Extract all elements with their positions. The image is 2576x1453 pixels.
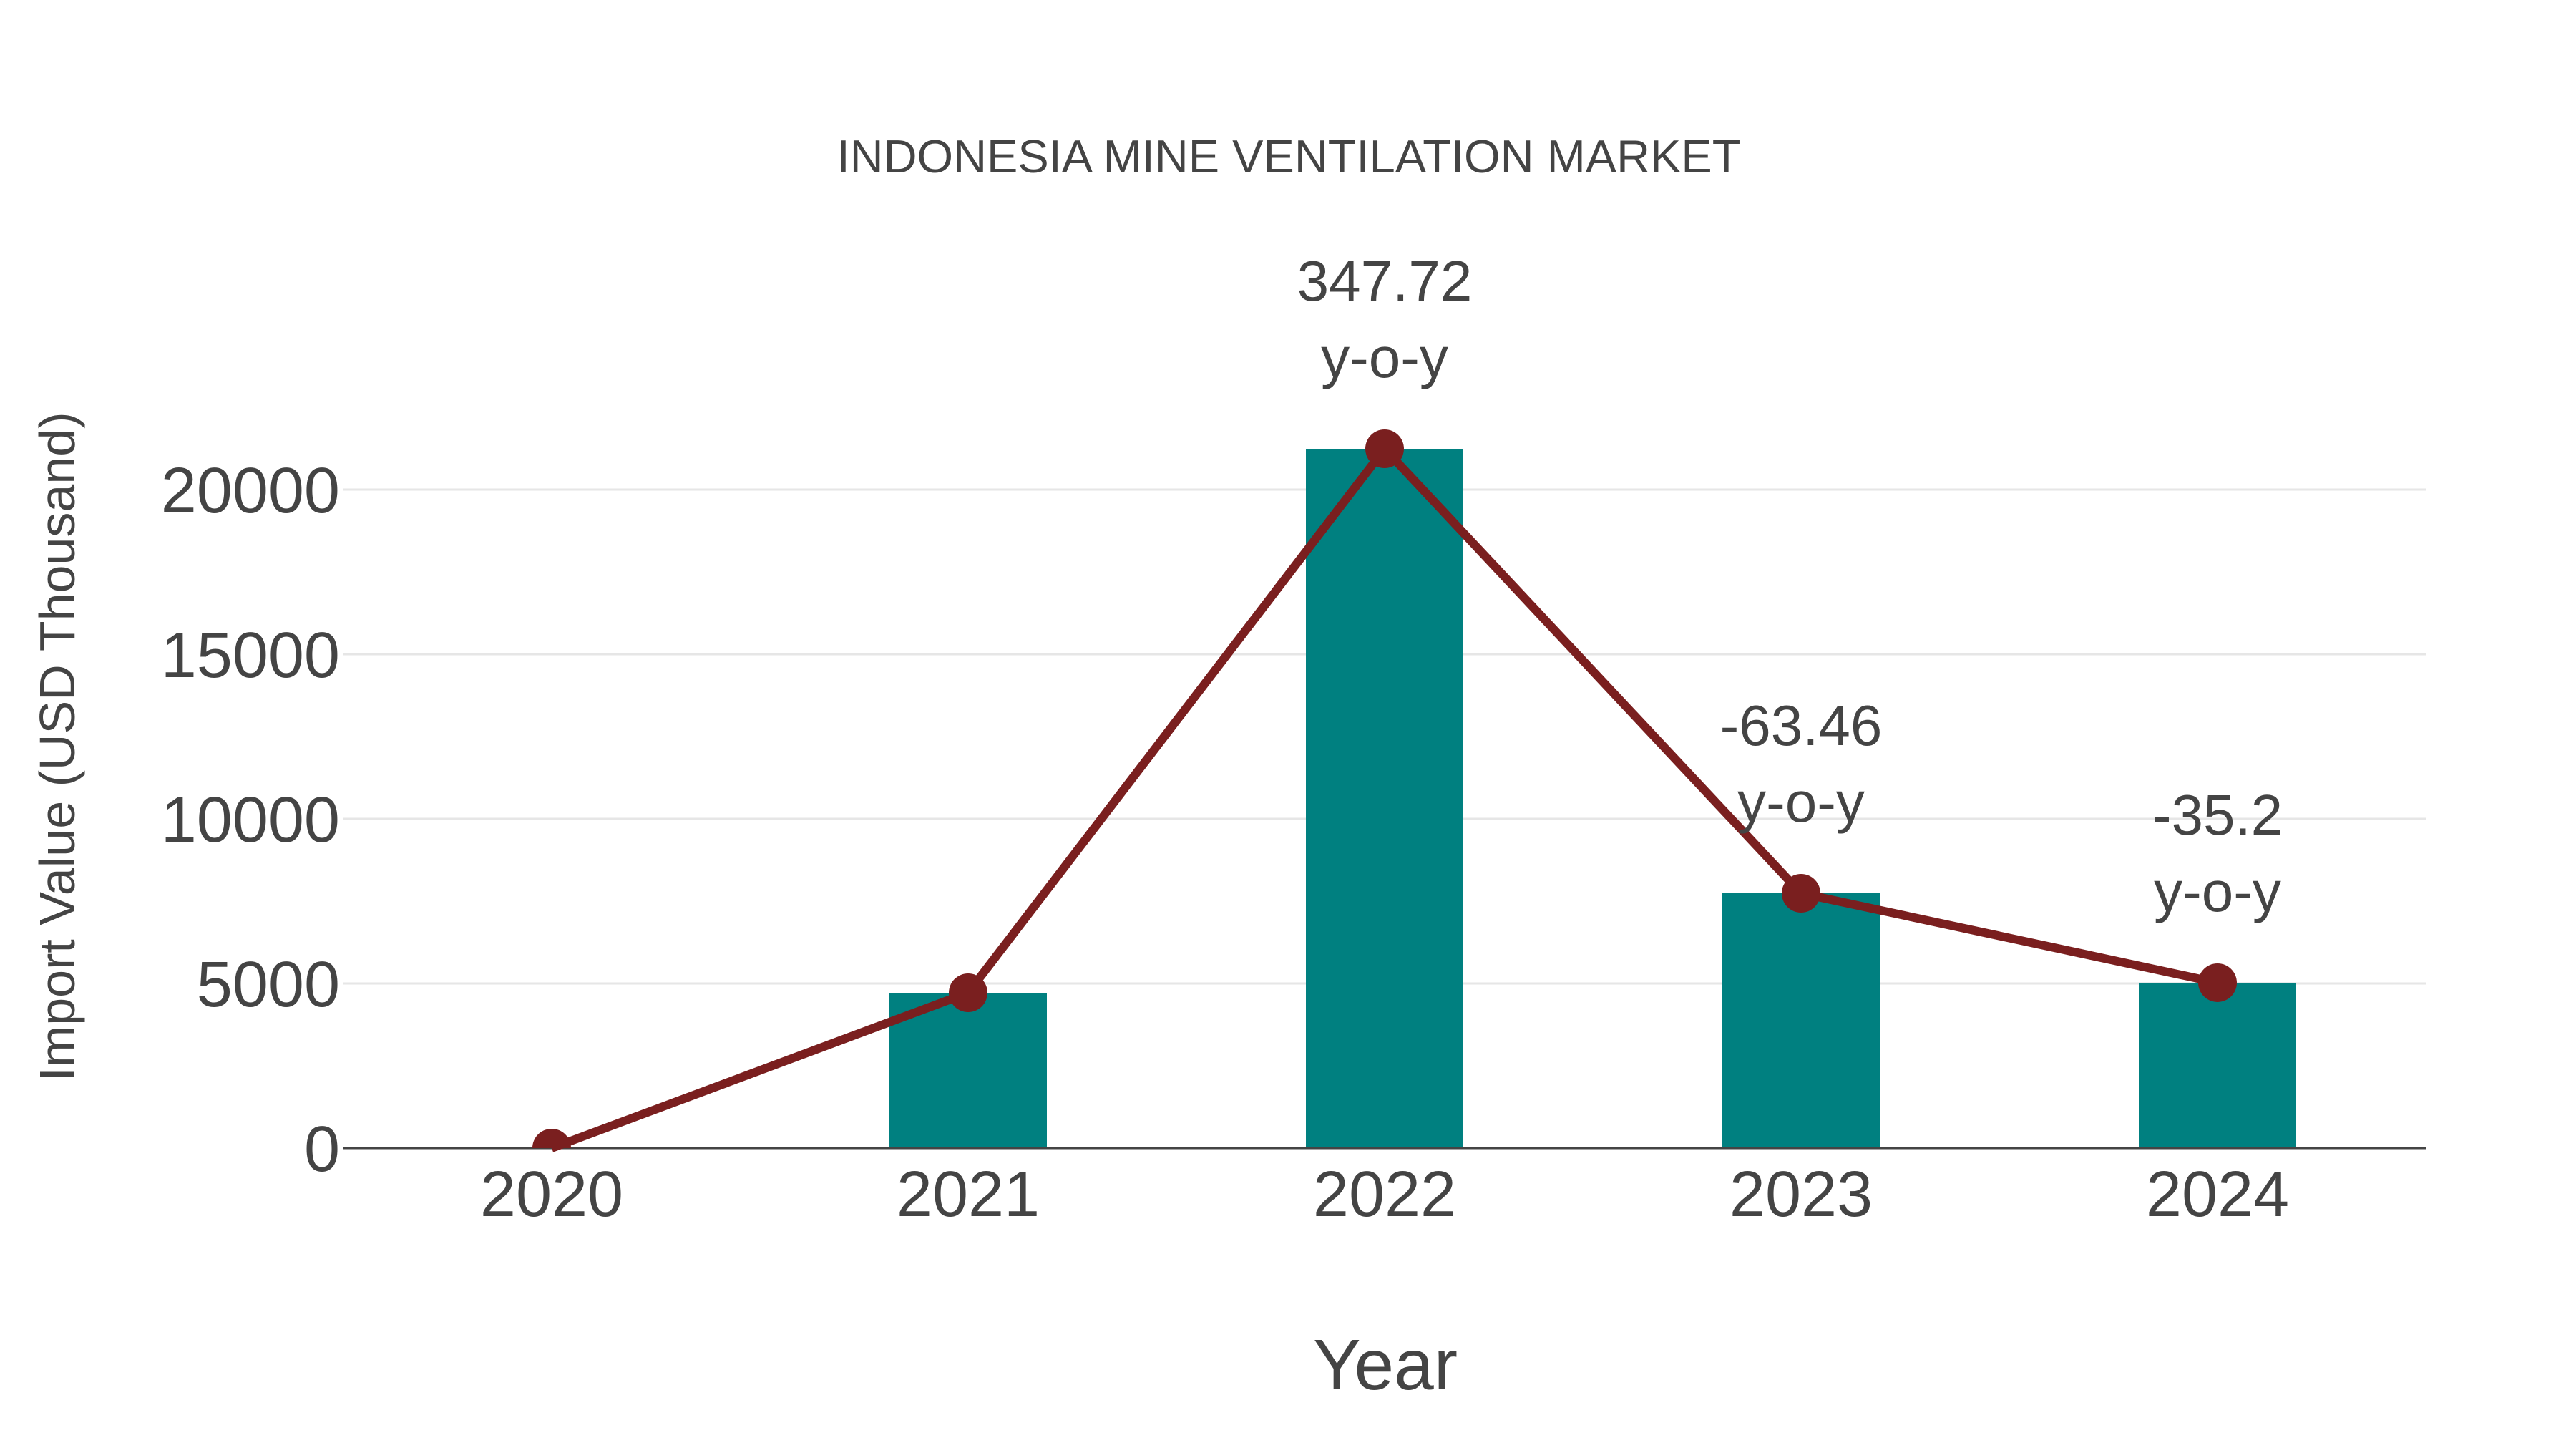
y-tick-label: 20000 bbox=[161, 455, 340, 527]
bar-2022 bbox=[1306, 449, 1463, 1148]
marker-2020 bbox=[532, 1129, 571, 1148]
x-tick-label: 2024 bbox=[2146, 1159, 2289, 1230]
annotation-value: -63.46 bbox=[1720, 694, 1883, 757]
y-axis-title: Import Value (USD Thousand) bbox=[29, 412, 85, 1081]
annotation-2023: -63.46 y-o-y bbox=[1720, 694, 1883, 834]
y-axis-tick-labels: 0 5000 10000 15000 20000 bbox=[161, 455, 340, 1185]
line-series bbox=[532, 429, 2237, 1152]
annotation-2024: -35.2 y-o-y bbox=[2152, 783, 2283, 923]
bar-2023 bbox=[1722, 893, 1880, 1148]
annotation-value: -35.2 bbox=[2152, 783, 2283, 847]
yoy-annotations: 347.72 y-o-y -63.46 y-o-y -35.2 y-o-y bbox=[1297, 249, 2283, 923]
annotation-label: y-o-y bbox=[1321, 326, 1448, 389]
y-tick-label: 15000 bbox=[161, 620, 340, 691]
annotation-label: y-o-y bbox=[1737, 770, 1865, 834]
annotation-label: y-o-y bbox=[2154, 860, 2281, 923]
bar-2021 bbox=[889, 993, 1047, 1148]
x-tick-label: 2022 bbox=[1313, 1159, 1456, 1230]
y-tick-label: 0 bbox=[304, 1114, 340, 1185]
marker-2024 bbox=[2198, 963, 2237, 1002]
chart-title: INDONESIA MINE VENTILATION MARKET bbox=[837, 130, 1741, 183]
x-tick-label: 2021 bbox=[897, 1159, 1040, 1230]
x-tick-label: 2023 bbox=[1729, 1159, 1873, 1230]
y-tick-label: 5000 bbox=[197, 949, 340, 1021]
marker-2022 bbox=[1365, 429, 1404, 469]
marker-2021 bbox=[949, 973, 987, 1013]
bar-2024 bbox=[2139, 982, 2296, 1148]
y-tick-label: 10000 bbox=[161, 784, 340, 856]
annotation-value: 347.72 bbox=[1297, 249, 1473, 313]
bar-series bbox=[889, 449, 2296, 1148]
marker-2023 bbox=[1782, 874, 1820, 913]
x-axis-tick-labels: 2020 2021 2022 2023 2024 bbox=[480, 1159, 2289, 1230]
x-axis-title: Year bbox=[1313, 1325, 1458, 1405]
x-tick-label: 2020 bbox=[480, 1159, 623, 1230]
annotation-2022: 347.72 y-o-y bbox=[1297, 249, 1473, 389]
